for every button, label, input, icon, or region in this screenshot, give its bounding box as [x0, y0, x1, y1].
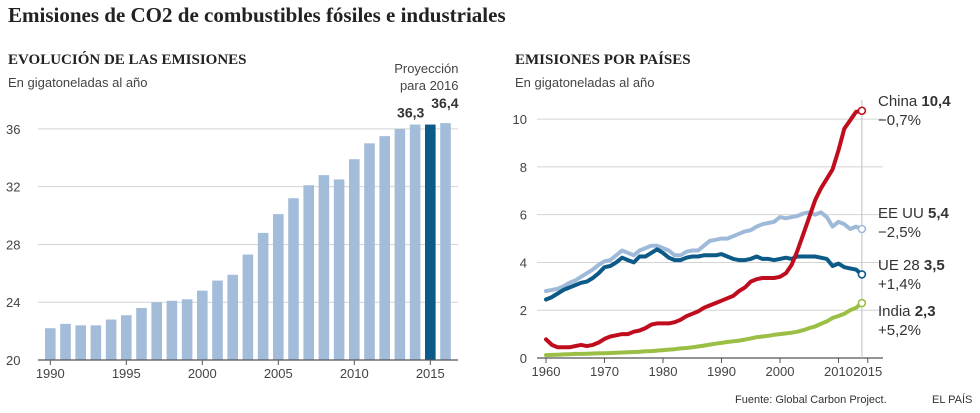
series-change-india: +5,2%: [878, 322, 921, 339]
bar: [273, 214, 284, 360]
bar: [136, 308, 147, 360]
bar: [257, 232, 269, 360]
series-line-eu28: [544, 247, 864, 302]
series-name: India: [878, 303, 915, 320]
bar: [45, 328, 56, 360]
bar-chart-title: EVOLUCIÓN DE LAS EMISIONES: [8, 52, 247, 68]
bar: [409, 124, 421, 360]
x-tick-label: 2015: [416, 366, 445, 381]
x-tick-label: 2000: [766, 364, 795, 379]
bar: [105, 319, 117, 360]
series-change-eu28: +1,4%: [878, 276, 921, 293]
series-end-point-china: [857, 106, 867, 116]
bar: [75, 325, 86, 360]
brand-logo: EL PAÍS: [932, 394, 973, 406]
x-tick-label: 2000: [188, 366, 217, 381]
bar-chart: 20 24 28 32 36 1990 1995 2000 2005 2010 2015 36,3 Pr…: [6, 61, 459, 381]
bar: [181, 299, 193, 360]
series-line-india: [544, 301, 864, 358]
y-tick-label: 0: [520, 351, 527, 366]
bar: [242, 254, 254, 360]
x-tick-label: 1995: [112, 366, 141, 381]
x-tick-label: 1970: [590, 364, 619, 379]
y-tick-label: 10: [513, 112, 527, 127]
series-label-india: India 2,3: [878, 303, 936, 320]
y-tick-label: 28: [6, 237, 20, 252]
y-tick-label: 2: [520, 303, 527, 318]
x-tick-label: 2005: [264, 366, 293, 381]
x-tick-label: 1990: [707, 364, 736, 379]
x-tick-label: 1960: [532, 364, 561, 379]
bar: [303, 185, 314, 360]
page-title: Emisiones de CO2 de combustibles fósiles…: [8, 3, 506, 27]
series-value: 2,3: [915, 303, 936, 320]
x-tick-label: 2010: [340, 366, 369, 381]
x-tick-label: 2010: [824, 364, 853, 379]
bar: [121, 315, 132, 360]
bar: [425, 124, 436, 360]
series-end-point-india: [857, 298, 867, 308]
projection-label: Proyección: [394, 61, 458, 76]
series-change-china: −0,7%: [878, 112, 921, 129]
bar: [440, 123, 451, 360]
bar: [227, 274, 238, 360]
line-chart-title: EMISIONES POR PAÍSES: [515, 52, 691, 68]
line-chart-subtitle: En gigatoneladas al año: [515, 75, 655, 90]
series-name: UE 28: [878, 257, 924, 274]
y-tick-label: 6: [520, 208, 527, 223]
bar: [90, 325, 102, 360]
x-tick-label: 1990: [36, 366, 65, 381]
x-tick-label: 1980: [649, 364, 678, 379]
series-label-usa: EE UU 5,4: [878, 205, 950, 222]
y-tick-label: 24: [6, 295, 20, 310]
series-value: 10,4: [921, 93, 951, 110]
projection-label: para 2016: [400, 78, 459, 93]
data-label-2015: 36,3: [397, 105, 424, 121]
bar: [212, 280, 223, 360]
y-tick-label: 36: [6, 122, 20, 137]
series-end-point-usa: [857, 224, 867, 234]
bar: [197, 290, 208, 360]
bar: [166, 300, 178, 360]
series-line-china: [544, 108, 864, 350]
y-tick-label: 8: [520, 160, 527, 175]
series-label-china: China 10,4: [878, 93, 951, 110]
bar: [288, 198, 299, 360]
source-note: Fuente: Global Carbon Project.: [735, 394, 887, 406]
series-change-usa: −2,5%: [878, 224, 921, 241]
y-tick-label: 32: [6, 180, 20, 195]
bar: [379, 136, 390, 360]
bar: [394, 128, 406, 360]
series-end-point-eu28: [857, 270, 867, 279]
bar: [60, 323, 71, 360]
series-value: 5,4: [928, 205, 950, 222]
series-label-eu28: UE 28 3,5: [878, 257, 945, 274]
bar: [349, 159, 360, 360]
bar: [333, 179, 345, 360]
bar: [318, 175, 330, 360]
x-tick-label: 2015: [853, 364, 882, 379]
bar: [151, 302, 162, 360]
line-chart: 0 2 4 6 8 10 1960 1970 1980 1990 2000 2010 2015 EE UU…: [513, 93, 952, 379]
y-tick-label: 4: [520, 255, 527, 270]
bar-chart-subtitle: En gigatoneladas al año: [8, 75, 148, 90]
y-tick-label: 20: [6, 353, 20, 368]
bar: [364, 143, 375, 360]
series-value: 3,5: [924, 257, 945, 274]
series-name: China: [878, 93, 921, 110]
data-label-2016: 36,4: [431, 95, 458, 111]
series-name: EE UU: [878, 205, 928, 222]
